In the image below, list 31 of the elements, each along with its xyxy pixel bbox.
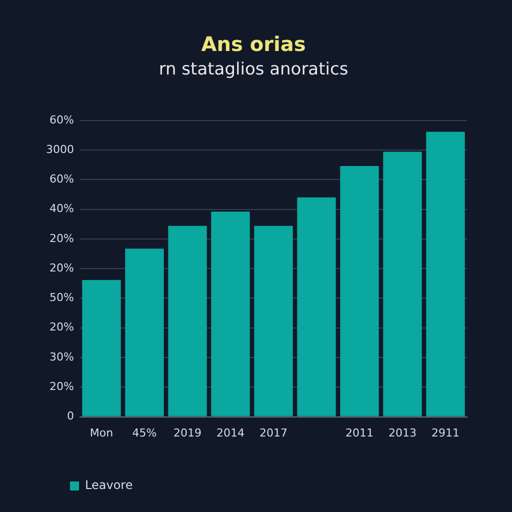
text: 20% xyxy=(50,320,74,334)
text: 20% xyxy=(50,232,74,245)
bar xyxy=(211,212,250,416)
text: 40% xyxy=(50,202,74,216)
bar xyxy=(125,248,164,416)
text: 20% xyxy=(50,261,74,274)
x-tick-label: Mon xyxy=(90,426,114,440)
text: 0 xyxy=(66,410,74,423)
x-tick-label: 2019 xyxy=(173,426,202,440)
bar xyxy=(168,226,207,416)
text: 30% xyxy=(50,350,74,364)
x-tick-label: 2911 xyxy=(432,426,460,440)
x-tick-label: 45% xyxy=(132,426,157,440)
chart-title: Ans orias xyxy=(201,32,306,56)
bar xyxy=(82,280,121,416)
x-tick-label: 2011 xyxy=(346,426,374,440)
bar xyxy=(383,152,422,416)
x-tick-label: 2014 xyxy=(216,426,244,440)
legend-label: Leavore xyxy=(85,478,133,492)
bar xyxy=(254,226,293,416)
chart-subtitle: rn stataglios anoratics xyxy=(158,60,348,80)
text: 20% xyxy=(50,380,74,394)
x-tick-label: 2013 xyxy=(388,426,416,440)
bar xyxy=(426,132,465,416)
text: 3000 xyxy=(46,142,74,156)
x-tick-label: 2017 xyxy=(259,426,288,440)
bar xyxy=(340,166,379,416)
text: 50% xyxy=(50,291,74,304)
text: 60% xyxy=(50,113,74,126)
bar xyxy=(297,197,336,416)
text: 60% xyxy=(50,172,74,186)
